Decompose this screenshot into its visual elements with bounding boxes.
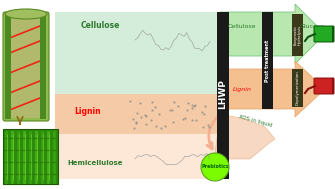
Point [192, 105, 197, 108]
Text: Cellulose: Cellulose [228, 23, 256, 29]
FancyBboxPatch shape [292, 14, 303, 56]
FancyBboxPatch shape [314, 26, 334, 42]
Point [142, 113, 147, 116]
Point [186, 101, 191, 104]
Point [134, 112, 140, 115]
Point [143, 115, 148, 118]
Text: LHWP: LHWP [218, 79, 227, 109]
Point [133, 122, 139, 125]
Polygon shape [220, 61, 325, 117]
Point [169, 108, 174, 111]
Point [148, 118, 153, 121]
Point [149, 108, 154, 112]
Point [182, 117, 187, 120]
FancyBboxPatch shape [292, 69, 303, 107]
FancyBboxPatch shape [55, 134, 220, 179]
Text: Depolymerization: Depolymerization [295, 71, 299, 105]
Point [128, 100, 133, 103]
Point [199, 111, 204, 114]
Point [189, 119, 194, 122]
Text: Prebiotics: Prebiotics [201, 164, 229, 170]
Point [205, 124, 210, 127]
Point [175, 104, 181, 107]
Point [131, 127, 136, 130]
Point [184, 108, 189, 112]
Text: Post treatment: Post treatment [265, 40, 270, 82]
Text: Cellulose: Cellulose [80, 22, 120, 30]
Text: Hemicellulose: Hemicellulose [67, 160, 123, 166]
Point [156, 112, 161, 115]
FancyBboxPatch shape [217, 12, 229, 179]
Polygon shape [220, 4, 325, 64]
Point [137, 102, 142, 105]
FancyBboxPatch shape [262, 12, 273, 109]
FancyBboxPatch shape [3, 12, 49, 121]
Point [194, 118, 199, 121]
Point [200, 125, 205, 129]
FancyBboxPatch shape [7, 16, 45, 118]
FancyBboxPatch shape [55, 94, 220, 134]
Point [152, 106, 157, 109]
Point [189, 103, 194, 106]
Circle shape [201, 153, 229, 181]
Polygon shape [215, 114, 275, 159]
Text: XOS in liquid: XOS in liquid [238, 114, 272, 128]
Point [202, 105, 208, 108]
Point [153, 124, 159, 127]
Text: Lignin: Lignin [75, 106, 101, 115]
Point [180, 118, 186, 121]
Point [193, 103, 198, 106]
Point [139, 115, 144, 118]
FancyBboxPatch shape [314, 78, 334, 94]
Point [143, 123, 149, 126]
Point [167, 109, 172, 112]
FancyBboxPatch shape [55, 12, 220, 94]
Point [162, 124, 168, 127]
FancyBboxPatch shape [40, 14, 46, 119]
Point [130, 118, 135, 121]
Point [150, 100, 155, 103]
Point [133, 121, 139, 124]
Point [171, 120, 176, 123]
Point [171, 101, 177, 104]
Point [206, 125, 212, 128]
FancyBboxPatch shape [5, 14, 11, 119]
Text: Glucose: Glucose [299, 25, 325, 29]
Text: Enzymatic
Hydrolysis: Enzymatic Hydrolysis [293, 25, 302, 45]
FancyBboxPatch shape [3, 129, 58, 184]
Point [201, 113, 206, 116]
Point [189, 106, 195, 109]
Point [158, 127, 164, 130]
Text: Lignin: Lignin [232, 87, 252, 91]
Ellipse shape [5, 9, 47, 19]
